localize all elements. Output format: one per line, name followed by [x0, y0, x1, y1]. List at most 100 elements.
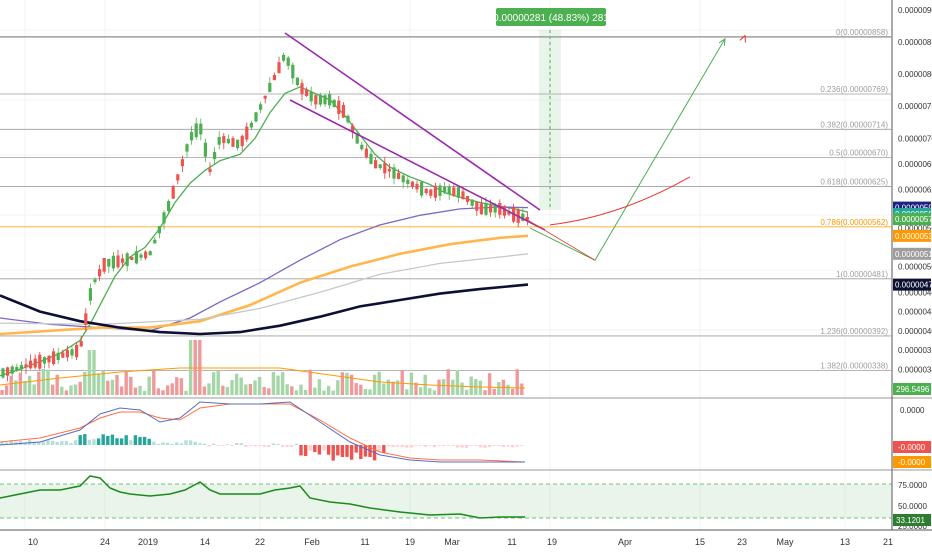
macd-bar [308, 445, 312, 451]
candle-body [29, 360, 33, 369]
volume-bar [418, 387, 423, 395]
candle-body [429, 189, 433, 196]
candle-body [153, 239, 157, 244]
macd-bar [225, 444, 230, 446]
time-axis[interactable]: 10 24 2019 14 22 Feb 11 19 Mar 11 19 Apr 15 23 May 13 21 [28, 537, 893, 547]
volume-bar [520, 383, 524, 395]
candle-body [300, 83, 304, 95]
macd-bar [340, 445, 345, 458]
volume-bar [37, 371, 41, 395]
volume-bar [317, 379, 322, 395]
candle-body [1, 368, 5, 378]
candle-body [98, 269, 102, 277]
macd-bar [492, 445, 496, 446]
wedge-lower-line[interactable] [289, 99, 546, 231]
macd-bar [487, 445, 492, 448]
macd-bar [464, 445, 469, 448]
macd-bar [230, 445, 234, 447]
volume-bar [340, 372, 345, 395]
time-tick: 11 [360, 537, 369, 547]
volume-bar [308, 369, 312, 395]
volume-bar [170, 383, 174, 395]
price-tick: 0.00000430 [898, 308, 932, 317]
volume-bar [221, 385, 225, 395]
macd-bar [60, 441, 64, 445]
volume-bar [336, 380, 340, 395]
fib-label: 0.236(0.00000769) [820, 85, 888, 94]
candle-body [328, 94, 332, 106]
macd-bar [446, 445, 450, 446]
volume-bar [175, 377, 179, 395]
volume-bar [18, 372, 23, 395]
macd-bar [4, 442, 9, 445]
volume-bar [78, 381, 82, 395]
macd-bar [432, 445, 437, 448]
volume-bar [124, 371, 128, 395]
macd-bar [101, 434, 105, 445]
fibonacci-levels[interactable]: 0(0.00000858) 0.236(0.00000769) 0.382(0.00… [0, 28, 892, 372]
volume-bar [262, 386, 266, 395]
measure-label-box [496, 8, 606, 26]
moving-average-line [0, 234, 529, 336]
macd-bar [497, 445, 501, 446]
volume-bar [207, 383, 211, 395]
volume-bar [244, 384, 248, 395]
candle-body [102, 258, 106, 272]
macd-bar [207, 445, 211, 447]
candle-body [47, 355, 51, 363]
candle-body [387, 168, 391, 172]
macd-bar [64, 440, 69, 445]
volume-bar [322, 390, 326, 395]
price-tag-box [893, 278, 931, 291]
candle-body [355, 133, 359, 144]
macd-tag-box-2 [893, 456, 931, 468]
projections[interactable] [524, 34, 747, 261]
volume-bar [115, 374, 119, 395]
macd-bar [414, 445, 418, 446]
rsi-axis-tick-25: 25.0000 [898, 522, 927, 531]
candle-body [323, 95, 327, 105]
macd-bar [441, 445, 446, 446]
time-tick: 10 [28, 537, 38, 547]
macd-bar [326, 445, 331, 455]
macd-bar [244, 445, 248, 447]
macd-bar [253, 445, 257, 447]
macd-bar [156, 443, 161, 445]
volume-bar [27, 375, 32, 395]
macd-bar [501, 445, 506, 447]
candle-body [383, 162, 387, 174]
candle-body [56, 352, 60, 360]
candle-body [148, 251, 152, 256]
volume-bar [138, 385, 142, 395]
volume-bar [202, 386, 207, 395]
volume-bar [326, 385, 331, 395]
volume-bar [359, 384, 363, 395]
candle-body [144, 251, 148, 259]
candle-body [305, 89, 309, 96]
volume-bar [349, 374, 354, 395]
candle-body [134, 251, 138, 264]
volume-bar [106, 380, 110, 395]
volume-bar [64, 390, 69, 395]
macd-bar [294, 443, 299, 445]
macd-bar [83, 434, 87, 445]
candle-body [420, 182, 424, 196]
macd-bar [469, 445, 473, 446]
volume-bar [460, 382, 464, 395]
candle-body [24, 364, 28, 368]
volume-bar [257, 376, 262, 395]
volume-bar [391, 381, 395, 395]
time-tick: May [776, 537, 794, 547]
wedge-upper-line[interactable] [284, 32, 541, 211]
projection-curve [549, 176, 691, 226]
rsi-band [0, 484, 892, 518]
macd-bar [198, 443, 202, 445]
macd-bar [9, 440, 13, 445]
candle-body [401, 175, 405, 183]
candle-body [116, 255, 120, 268]
time-tick: Mar [444, 537, 460, 547]
macd-bar [354, 445, 358, 453]
candle-body [493, 205, 497, 213]
